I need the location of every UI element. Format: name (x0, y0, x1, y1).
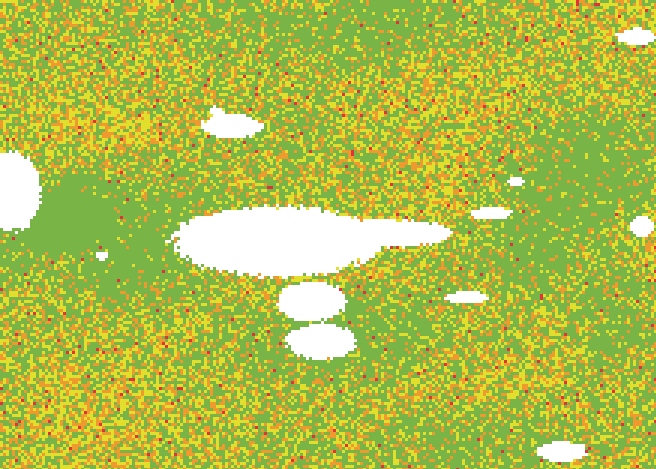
classified-raster-map (0, 0, 656, 469)
